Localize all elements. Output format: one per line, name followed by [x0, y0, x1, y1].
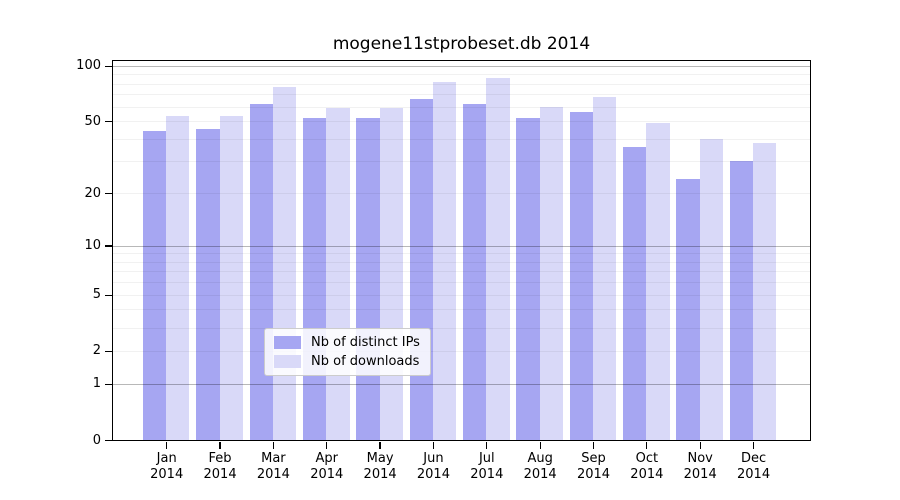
- plot-area: [112, 60, 811, 441]
- legend-entry-downloads: Nb of downloads: [274, 354, 420, 369]
- bar-dec-downloads: [753, 142, 777, 440]
- bar-jun-downloads: [432, 81, 457, 440]
- bar-aug-downloads: [539, 106, 563, 440]
- bar-sep-distinct-ips: [569, 112, 593, 440]
- x-tick-mark-may: [379, 442, 381, 449]
- minor-gridline-70: [113, 94, 810, 96]
- y-tick-label-50: 50: [84, 113, 101, 129]
- minor-gridline-8: [113, 261, 810, 263]
- legend: Nb of distinct IPs Nb of downloads: [264, 328, 431, 376]
- x-tick-label-feb: Feb 2014: [203, 450, 237, 482]
- x-tick-mark-jul: [486, 442, 488, 449]
- bar-jun-distinct-ips: [409, 98, 433, 440]
- x-tick-label-nov: Nov 2014: [683, 450, 717, 482]
- minor-gridline-40: [113, 138, 810, 140]
- legend-label-distinct-ips: Nb of distinct IPs: [311, 335, 420, 350]
- x-tick-label-apr: Apr 2014: [310, 450, 344, 482]
- minor-gridline-9: [113, 253, 810, 255]
- minor-gridline-4: [113, 309, 810, 311]
- minor-gridline-80: [113, 83, 810, 85]
- x-tick-mark-oct: [646, 442, 648, 449]
- x-tick-mark-aug: [539, 442, 541, 449]
- x-tick-mark-jan: [166, 442, 168, 449]
- minor-gridline-5: [113, 294, 810, 296]
- bar-feb-downloads: [219, 116, 243, 440]
- minor-gridline-30: [113, 161, 810, 163]
- bar-jul-distinct-ips: [463, 103, 487, 440]
- x-tick-label-oct: Oct 2014: [630, 450, 664, 482]
- bar-may-downloads: [379, 107, 403, 440]
- y-tick-mark-10: [105, 245, 112, 247]
- bar-oct-downloads: [646, 122, 670, 440]
- y-tick-mark-0: [105, 439, 112, 442]
- bar-jul-downloads: [486, 77, 510, 440]
- y-tick-mark-100: [105, 65, 112, 67]
- minor-gridline-60: [113, 106, 810, 108]
- bar-apr-distinct-ips: [302, 117, 327, 440]
- x-tick-label-sep: Sep 2014: [576, 450, 611, 482]
- y-tick-mark-1: [105, 383, 112, 385]
- x-tick-label-jul: Jul 2014: [470, 450, 504, 482]
- x-tick-label-jun: Jun 2014: [416, 450, 450, 482]
- bar-apr-downloads: [326, 107, 350, 440]
- y-tick-label-100: 100: [76, 58, 101, 74]
- bar-aug-distinct-ips: [516, 117, 540, 440]
- y-tick-label-5: 5: [92, 287, 101, 303]
- x-tick-label-aug: Aug 2014: [523, 450, 557, 482]
- x-tick-mark-apr: [326, 442, 328, 449]
- x-tick-mark-feb: [219, 442, 221, 449]
- bar-oct-distinct-ips: [623, 147, 647, 440]
- x-tick-label-may: May 2014: [363, 450, 397, 482]
- x-tick-label-mar: Mar 2014: [256, 450, 290, 482]
- y-tick-label-0: 0: [92, 432, 101, 448]
- x-tick-mark-dec: [752, 442, 755, 449]
- bar-jan-downloads: [166, 116, 190, 440]
- y-tick-label-1: 1: [92, 376, 101, 392]
- x-tick-label-jan: Jan 2014: [150, 450, 184, 482]
- bar-may-distinct-ips: [356, 117, 380, 440]
- legend-swatch-downloads: [274, 355, 301, 368]
- x-tick-mark-sep: [592, 442, 595, 449]
- y-tick-mark-50: [105, 120, 112, 123]
- bar-feb-distinct-ips: [196, 129, 220, 440]
- y-tick-mark-5: [105, 294, 112, 296]
- y-tick-mark-2: [105, 350, 112, 353]
- minor-gridline-90: [113, 74, 810, 76]
- minor-gridline-3: [113, 327, 810, 329]
- y-tick-label-10: 10: [84, 238, 101, 253]
- major-gridline-1: [113, 383, 810, 385]
- minor-gridline-50: [113, 121, 810, 123]
- major-gridline-100: [113, 65, 810, 67]
- x-tick-mark-mar: [272, 442, 275, 449]
- minor-gridline-6: [113, 282, 810, 284]
- bar-dec-distinct-ips: [729, 161, 754, 440]
- bar-nov-distinct-ips: [676, 178, 700, 440]
- legend-swatch-distinct-ips: [274, 336, 301, 349]
- bar-jan-distinct-ips: [142, 131, 167, 440]
- bar-sep-downloads: [593, 96, 617, 440]
- minor-gridline-2: [113, 350, 810, 352]
- y-tick-mark-20: [105, 192, 112, 195]
- bar-nov-downloads: [699, 138, 723, 440]
- legend-entry-distinct-ips: Nb of distinct IPs: [274, 335, 420, 350]
- major-gridline-10: [113, 245, 810, 247]
- legend-label-downloads: Nb of downloads: [311, 354, 420, 369]
- minor-gridline-7: [113, 271, 810, 273]
- minor-gridline-20: [113, 193, 810, 195]
- x-tick-label-dec: Dec 2014: [737, 450, 771, 482]
- x-tick-mark-jun: [432, 442, 435, 449]
- y-tick-label-20: 20: [84, 185, 101, 201]
- chart-title: mogene11stprobeset.db 2014: [332, 34, 591, 54]
- y-tick-label-2: 2: [92, 343, 101, 359]
- x-tick-mark-nov: [699, 442, 701, 449]
